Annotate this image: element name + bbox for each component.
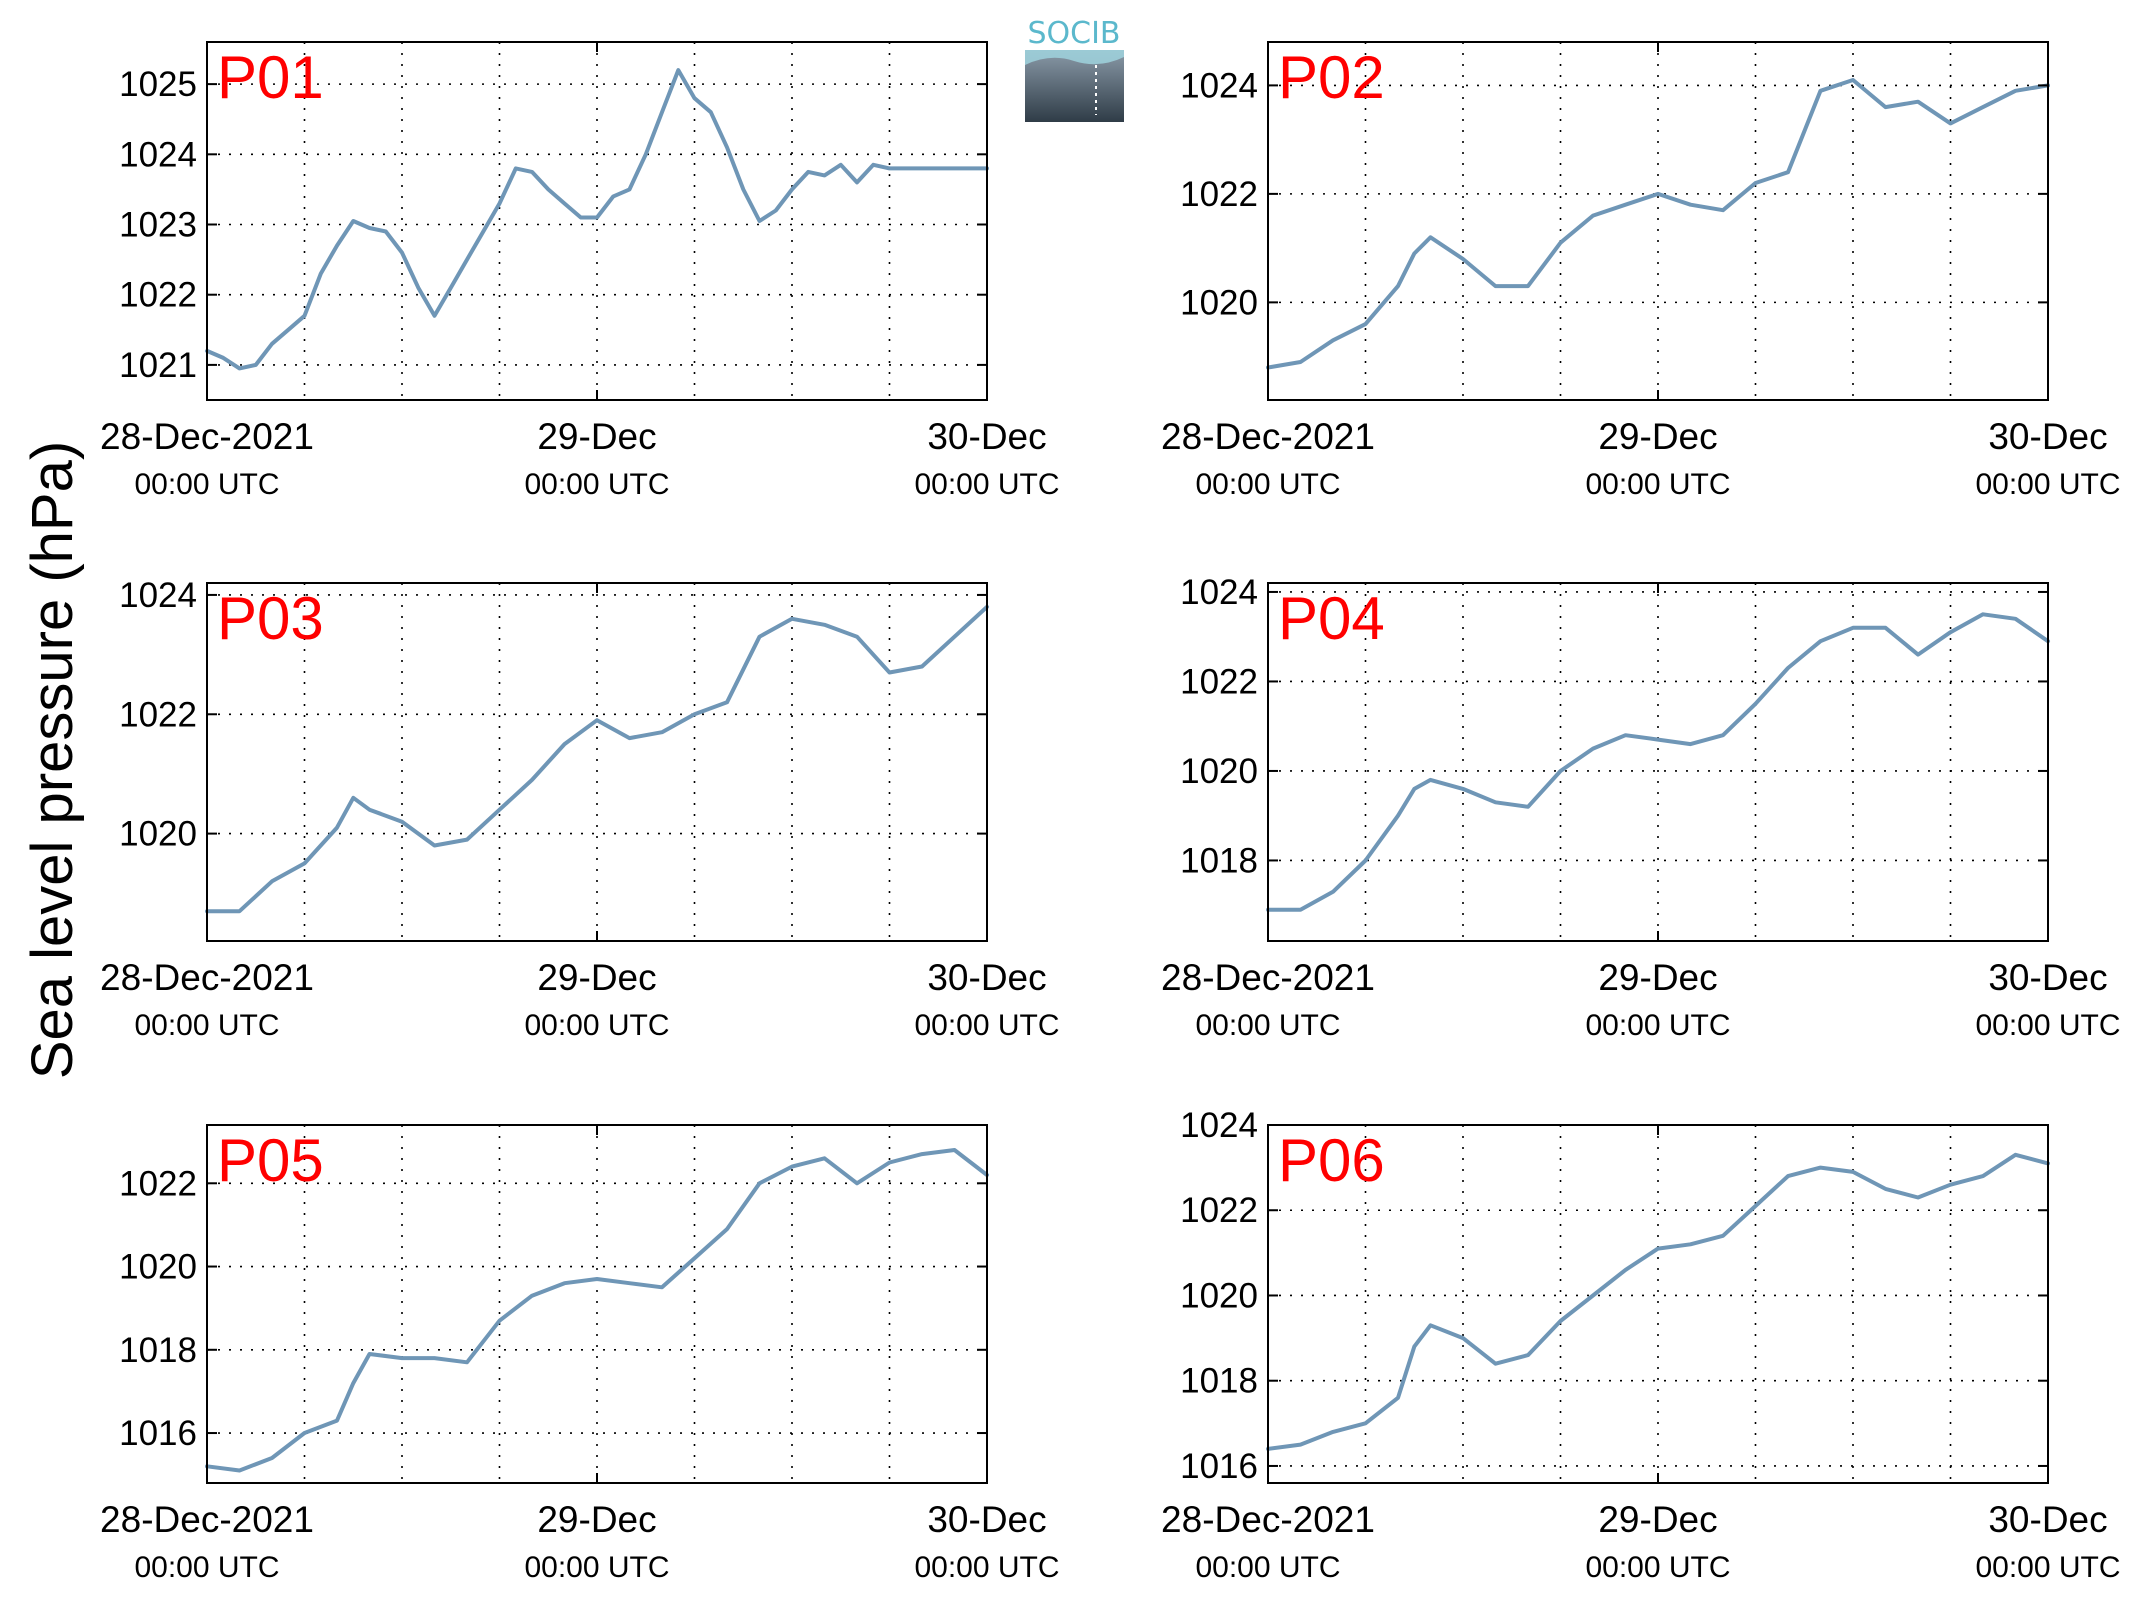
y-tick-label: 1023 [119,206,197,245]
x-tick-sublabel: 00:00 UTC [1975,1551,2120,1584]
x-tick-sublabel: 00:00 UTC [1975,468,2120,501]
x-tick-sublabel: 00:00 UTC [1585,468,1730,501]
axes-frame [1267,1124,2049,1484]
panel-p06: 1016 1018 1020 1022 1024 28-Dec-2021 00:00 UTC… [1161,1106,2120,1584]
y-tick-label: 1018 [1180,1362,1258,1401]
x-tick-sublabel: 00:00 UTC [524,1009,669,1042]
x-tick-sublabel: 00:00 UTC [1975,1009,2120,1042]
x-tick-label: 28-Dec-2021 [100,1499,314,1540]
x-tick-label: 29-Dec [537,416,656,457]
y-tick-label: 1021 [119,346,197,385]
x-tick-sublabel: 00:00 UTC [914,1551,1059,1584]
axes-frame [206,582,988,942]
y-tick-label: 1024 [119,135,197,174]
x-tick-label: 30-Dec [1988,416,2107,457]
x-tick-sublabel: 00:00 UTC [1195,468,1340,501]
axes-frame [1267,41,2049,401]
y-tick-label: 1022 [1180,1191,1258,1230]
panel-p04: 1018 1020 1022 1024 28-Dec-2021 00:00 UTC 29-D… [1161,573,2120,1042]
x-tick-sublabel: 00:00 UTC [1585,1009,1730,1042]
panel-p01: 1021 1022 1023 1024 1025 28-Dec-2021 00:00 UTC… [100,41,1060,501]
y-tick-label: 1022 [1180,175,1258,214]
y-tick-label: 1022 [119,276,197,315]
x-tick-label: 30-Dec [1988,957,2107,998]
axes-frame [1267,582,2049,942]
socib-logo: SOCIB [1025,16,1124,122]
axes-frame [206,41,988,401]
series-line-p03 [205,604,989,914]
y-tick-label: 1016 [119,1414,197,1453]
panel-title: P04 [1278,585,1385,652]
x-tick-label: 30-Dec [1988,1499,2107,1540]
x-tick-sublabel: 00:00 UTC [134,468,279,501]
panel-title: P01 [217,44,324,111]
panel-title: P06 [1278,1127,1385,1194]
x-tick-label: 28-Dec-2021 [100,957,314,998]
panel-p02: 1020 1022 1024 28-Dec-2021 00:00 UTC 29-Dec 00… [1161,41,2121,501]
y-tick-label: 1020 [119,815,197,854]
y-tick-label: 1016 [1180,1447,1258,1486]
series-line-p01 [205,68,989,371]
x-tick-sublabel: 00:00 UTC [914,468,1059,501]
x-tick-label: 30-Dec [927,957,1046,998]
series-line-p05 [205,1148,989,1473]
figure-ylabel: Sea level pressure (hPa) [20,441,85,1079]
x-tick-label: 30-Dec [927,416,1046,457]
panel-title: P02 [1278,44,1385,111]
y-tick-label: 1022 [119,1164,197,1203]
x-tick-label: 29-Dec [537,1499,656,1540]
x-tick-sublabel: 00:00 UTC [524,468,669,501]
x-tick-label: 30-Dec [927,1499,1046,1540]
x-tick-sublabel: 00:00 UTC [914,1009,1059,1042]
x-tick-label: 28-Dec-2021 [1161,416,1375,457]
x-tick-label: 28-Dec-2021 [1161,957,1375,998]
y-tick-label: 1024 [1180,66,1258,105]
panel-p05: 1016 1018 1020 1022 28-Dec-2021 00:00 UTC 29-D… [100,1124,1060,1584]
x-tick-sublabel: 00:00 UTC [1585,1551,1730,1584]
y-tick-label: 1022 [1180,662,1258,701]
x-tick-label: 29-Dec [1598,957,1717,998]
socib-logo-text: SOCIB [1027,16,1120,51]
x-tick-label: 28-Dec-2021 [1161,1499,1375,1540]
y-tick-label: 1018 [119,1331,197,1370]
chart-panels: 1021 1022 1023 1024 1025 28-Dec-2021 00:00 UTC… [100,41,2121,1584]
y-tick-label: 1020 [1180,1276,1258,1315]
panel-title: P05 [217,1127,324,1194]
x-tick-label: 29-Dec [537,957,656,998]
y-tick-label: 1020 [1180,752,1258,791]
panel-p03: 1020 1022 1024 28-Dec-2021 00:00 UTC 29-Dec 00… [100,576,1059,1042]
x-tick-sublabel: 00:00 UTC [134,1009,279,1042]
axes-frame [206,1124,988,1484]
panel-title: P03 [217,585,324,652]
series-line-p02 [1266,78,2050,370]
x-tick-sublabel: 00:00 UTC [134,1551,279,1584]
y-tick-label: 1022 [119,695,197,734]
series-line-p04 [1266,612,2050,912]
y-tick-label: 1020 [1180,283,1258,322]
y-tick-label: 1024 [1180,573,1258,612]
y-tick-label: 1024 [119,576,197,615]
y-tick-label: 1024 [1180,1106,1258,1145]
x-tick-label: 28-Dec-2021 [100,416,314,457]
x-tick-label: 29-Dec [1598,416,1717,457]
x-tick-sublabel: 00:00 UTC [1195,1551,1340,1584]
y-tick-label: 1020 [119,1248,197,1287]
y-tick-label: 1025 [119,65,197,104]
series-line-p06 [1266,1152,2050,1451]
y-tick-label: 1018 [1180,841,1258,880]
x-tick-sublabel: 00:00 UTC [524,1551,669,1584]
x-tick-label: 29-Dec [1598,1499,1717,1540]
x-tick-sublabel: 00:00 UTC [1195,1009,1340,1042]
